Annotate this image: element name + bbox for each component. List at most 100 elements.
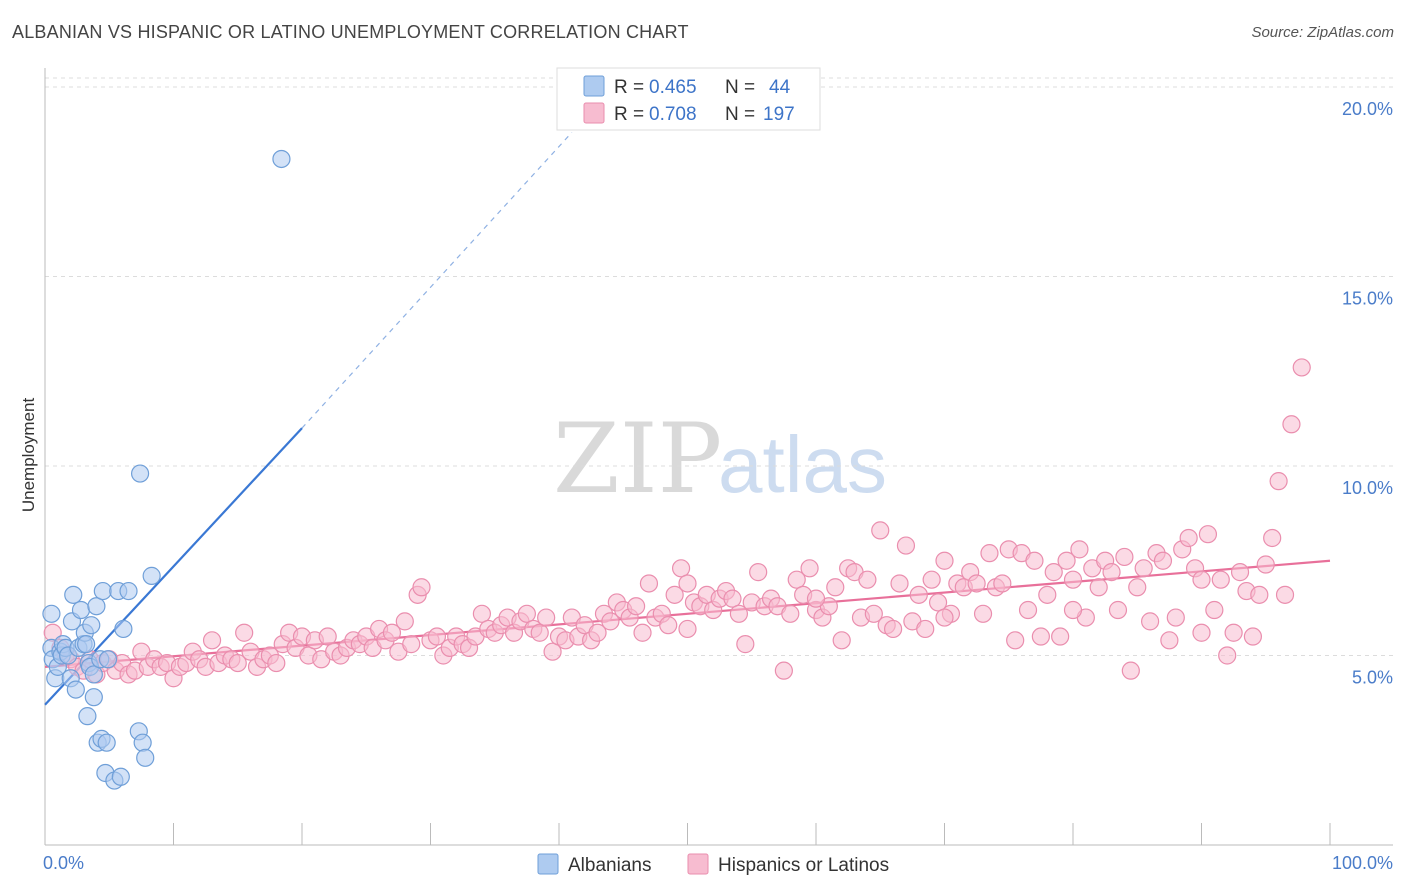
y-axis-label: Unemployment [19,398,38,513]
point-hispanics-56 [402,635,421,654]
point-hispanics-187 [1243,627,1263,646]
point-hispanics-108 [736,635,755,654]
point-hispanics-129 [871,521,890,540]
point-hispanics-53 [382,623,402,642]
point-hispanics-114 [774,661,793,680]
point-hispanics-183 [1218,646,1237,665]
legend-r-label-albanians: R = [614,77,644,98]
point-albanians-42 [130,464,150,483]
point-hispanics-197 [935,608,954,627]
point-hispanics-118 [800,559,819,578]
point-hispanics-165 [1102,563,1121,582]
point-albanians-35 [111,767,130,786]
point-hispanics-192 [1282,415,1301,434]
point-hispanics-194 [1275,585,1295,604]
point-hispanics-30 [235,623,254,642]
point-hispanics-157 [1051,627,1070,646]
point-hispanics-136 [916,619,935,639]
point-hispanics-122 [826,578,845,597]
legend-n-value-albanians: 44 [769,77,791,98]
point-hispanics-168 [1121,661,1140,680]
point-hispanics-155 [1038,585,1057,604]
point-albanians-37 [119,581,138,601]
point-hispanics-163 [1089,578,1108,597]
point-hispanics-127 [858,570,877,589]
point-hispanics-97 [665,585,684,604]
point-hispanics-92 [633,623,652,642]
point-hispanics-154 [1031,627,1050,646]
point-albanians-32 [98,650,118,669]
legend-swatch-hispanics [583,102,605,124]
point-hispanics-150 [1006,631,1025,650]
point-albanians-29 [93,581,112,601]
point-hispanics-195 [1192,570,1211,589]
point-albanians-25 [87,597,106,616]
point-hispanics-152 [1018,600,1038,620]
point-hispanics-128 [864,604,883,623]
point-hispanics-180 [1198,525,1218,544]
point-hispanics-198 [806,589,826,608]
point-hispanics-174 [1160,631,1179,650]
point-hispanics-199 [678,619,697,639]
point-albanians-40 [136,748,155,767]
watermark-zip: ZIP [553,403,722,515]
point-hispanics-76 [530,623,549,642]
point-albanians-22 [82,616,101,635]
point-hispanics-98 [671,559,691,578]
point-albanians-18 [77,635,96,654]
chart-title: ALBANIAN VS HISPANIC OR LATINO UNEMPLOYM… [12,22,689,42]
legend-r-value-hispanics: 0.708 [649,104,697,125]
x-tick-label-end: 100.0% [1332,853,1393,873]
point-hispanics-58 [412,578,431,597]
point-hispanics-43 [318,627,337,646]
legend-r-label-hispanics: R = [614,104,644,125]
point-hispanics-67 [472,604,491,623]
y-tick-label-15: 15.0% [1342,288,1393,308]
point-hispanics-156 [1044,563,1063,582]
y-tick-label-20: 20.0% [1342,99,1393,119]
point-hispanics-191 [1269,472,1288,491]
point-hispanics-170 [1134,559,1153,578]
point-hispanics-146 [980,544,999,563]
point-hispanics-29 [228,653,247,673]
point-hispanics-175 [1166,608,1185,627]
point-hispanics-87 [601,612,620,631]
point-hispanics-77 [537,608,556,627]
watermark-atlas: atlas [718,420,887,509]
legend-bottom: Albanians Hispanics or Latinos [537,853,889,876]
point-hispanics-131 [883,619,903,639]
legend-bottom-label-albanians: Albanians [568,855,651,876]
point-hispanics-184 [1224,623,1243,642]
axes [44,68,1393,846]
point-hispanics-135 [909,585,928,604]
point-hispanics-159 [1063,570,1083,589]
point-hispanics-193 [1292,358,1311,377]
point-albanians-12 [64,585,83,604]
legend-n-label-albanians: N = [725,77,755,98]
legend-bottom-swatch-hispanics [687,853,709,875]
data-points [42,149,1311,790]
point-albanians-24 [84,688,103,707]
point-hispanics-190 [1263,528,1282,548]
point-albanians-13 [66,680,85,699]
point-hispanics-196 [1063,600,1083,620]
legend-r-value-albanians: 0.465 [649,77,697,98]
point-albanians-41 [142,566,161,585]
legend-bottom-swatch-albanians [537,853,559,875]
point-hispanics-158 [1057,551,1076,570]
point-hispanics-167 [1115,547,1134,567]
point-hispanics-153 [1025,551,1044,570]
point-albanians-19 [78,707,97,726]
tick-labels: 5.0% 10.0% 15.0% 20.0% 0.0% 100.0% [43,99,1393,873]
point-hispanics-171 [1140,612,1160,631]
y-tick-label-5: 5.0% [1352,667,1393,687]
x-tick-label-start: 0.0% [43,853,84,873]
point-hispanics-99 [678,574,697,593]
point-hispanics-169 [1128,578,1147,597]
legend-bottom-label-hispanics: Hispanics or Latinos [718,855,889,876]
point-hispanics-139 [935,551,954,570]
point-hispanics-74 [517,604,536,623]
legend-swatch-albanians [583,75,605,97]
point-hispanics-137 [922,570,941,589]
